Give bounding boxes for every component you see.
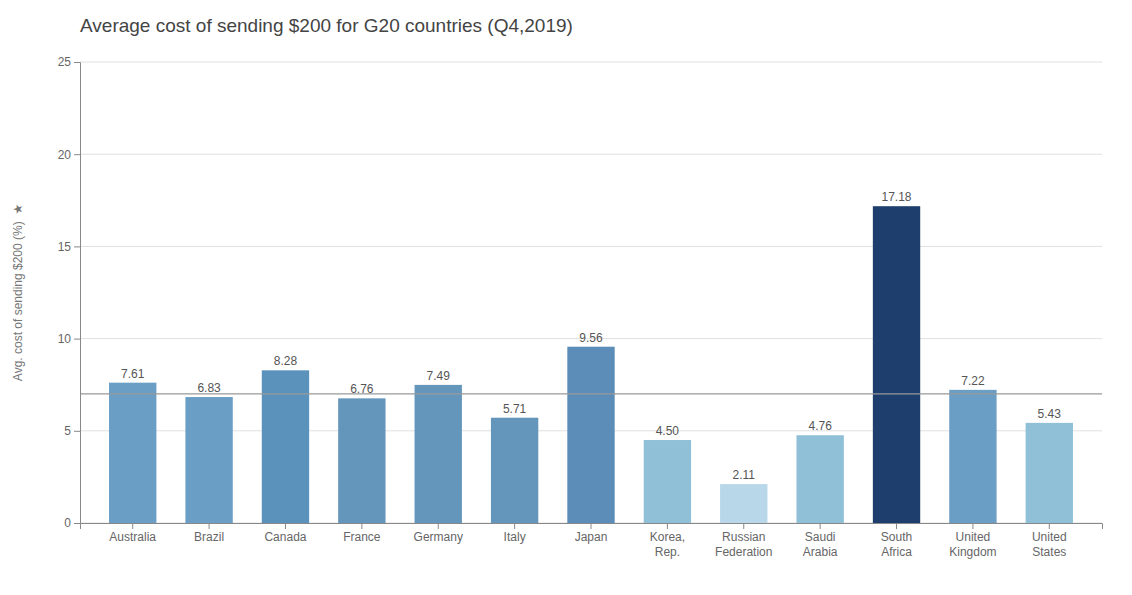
data-label: 5.43	[1038, 407, 1062, 421]
tick-mark	[74, 154, 80, 155]
tick-label: 0	[64, 516, 71, 530]
tick: 15	[58, 240, 80, 254]
tick-label: 20	[58, 148, 72, 162]
tick: 10	[58, 332, 80, 346]
bar	[415, 385, 462, 523]
tick: SouthAfrica	[881, 523, 912, 559]
data-label: 6.76	[350, 382, 374, 396]
marks	[80, 206, 1102, 523]
tick-mark	[896, 523, 897, 529]
tick: Germany	[414, 523, 463, 544]
tick: 25	[58, 55, 80, 69]
tick-label: 25	[58, 55, 72, 69]
title: Average cost of sending $200 for G20 cou…	[80, 15, 573, 36]
data-label: 5.71	[503, 402, 527, 416]
tick-label: SaudiArabia	[803, 530, 838, 559]
data-label: 7.22	[961, 374, 985, 388]
tick: Korea,Rep.	[650, 523, 685, 559]
tick-mark	[514, 523, 515, 529]
bar	[873, 206, 920, 523]
tick: SaudiArabia	[803, 523, 838, 559]
tick-mark	[74, 523, 80, 524]
data-label: 7.49	[427, 369, 451, 383]
tick-label: SouthAfrica	[881, 530, 912, 559]
tick-mark	[132, 523, 133, 529]
tick-mark	[74, 339, 80, 340]
tick-label: UnitedStates	[1032, 530, 1067, 559]
tick-mark	[74, 246, 80, 247]
tick: France	[343, 523, 381, 544]
bar	[185, 397, 232, 523]
data-label: 4.50	[656, 424, 680, 438]
tick-mark	[972, 523, 973, 529]
x-axis: Australia Brazil Canada France Germany Italy J…	[81, 523, 1103, 559]
tick-label: RussianFederation	[715, 530, 772, 559]
tick-label: Japan	[575, 530, 608, 544]
tick: RussianFederation	[715, 523, 772, 559]
tick: UnitedKingdom	[949, 523, 996, 559]
tick-label: UnitedKingdom	[949, 530, 996, 559]
tick-label: 5	[64, 424, 71, 438]
tick-label: Italy	[504, 530, 526, 544]
tick-mark	[361, 523, 362, 529]
data-label: 8.28	[274, 354, 298, 368]
bar	[720, 484, 767, 523]
tick: Italy	[504, 523, 526, 544]
data-labels: 7.61 6.83 8.28 6.76 7.49 5.71 9.56 4.50 2.11 4.76…	[121, 190, 1061, 482]
chart: 7.61 6.83 8.28 6.76 7.49 5.71 9.56 4.50 2.11 4.76…	[0, 0, 1132, 595]
y-axis-title: Avg. cost of sending $200 (%) ★	[11, 204, 25, 381]
data-label: 17.18	[882, 190, 912, 204]
tick-label: Korea,Rep.	[650, 530, 685, 559]
bar	[338, 398, 385, 523]
reference-line	[80, 393, 1102, 394]
tick: Japan	[575, 523, 608, 544]
bar	[796, 435, 843, 523]
tick: Brazil	[194, 523, 224, 544]
data-label: 6.83	[197, 381, 221, 395]
bar	[1026, 423, 1073, 523]
tick: 0	[64, 516, 80, 530]
grid	[80, 62, 1102, 523]
tick: 20	[58, 148, 80, 162]
data-label: 7.61	[121, 367, 145, 381]
bar	[262, 370, 309, 523]
tick-mark	[438, 523, 439, 529]
grid-line	[80, 246, 1102, 247]
plot: 7.61 6.83 8.28 6.76 7.49 5.71 9.56 4.50 2.11 4.76…	[58, 55, 1103, 558]
bar	[567, 347, 614, 523]
grid-line	[80, 62, 1102, 63]
tick-mark	[667, 523, 668, 529]
bar	[109, 383, 156, 523]
bar	[949, 390, 996, 523]
tick-mark	[743, 523, 744, 529]
tick-label: Germany	[414, 530, 463, 544]
axis-line	[74, 63, 81, 524]
tick: Canada	[264, 523, 306, 544]
tick-label: Canada	[264, 530, 306, 544]
bar	[644, 440, 691, 523]
tick: 5	[64, 424, 80, 438]
axis-line	[81, 524, 1103, 530]
y-axis: 0 5 10 15 20 25	[58, 55, 81, 530]
grid-line	[80, 154, 1102, 155]
tick-label: 15	[58, 240, 72, 254]
tick-label: Brazil	[194, 530, 224, 544]
tick: UnitedStates	[1032, 523, 1067, 559]
tick-mark	[591, 523, 592, 529]
tick-mark	[285, 523, 286, 529]
tick-mark	[74, 62, 80, 63]
bar	[491, 418, 538, 523]
tick-mark	[209, 523, 210, 529]
data-label: 4.76	[808, 419, 832, 433]
tick: Australia	[109, 523, 156, 544]
tick-label: 10	[58, 332, 72, 346]
data-label: 2.11	[733, 468, 756, 482]
tick-mark	[1049, 523, 1050, 529]
tick-mark	[74, 431, 80, 432]
tick-mark	[820, 523, 821, 529]
data-label: 9.56	[579, 331, 603, 345]
tick-label: France	[343, 530, 381, 544]
tick-label: Australia	[109, 530, 156, 544]
